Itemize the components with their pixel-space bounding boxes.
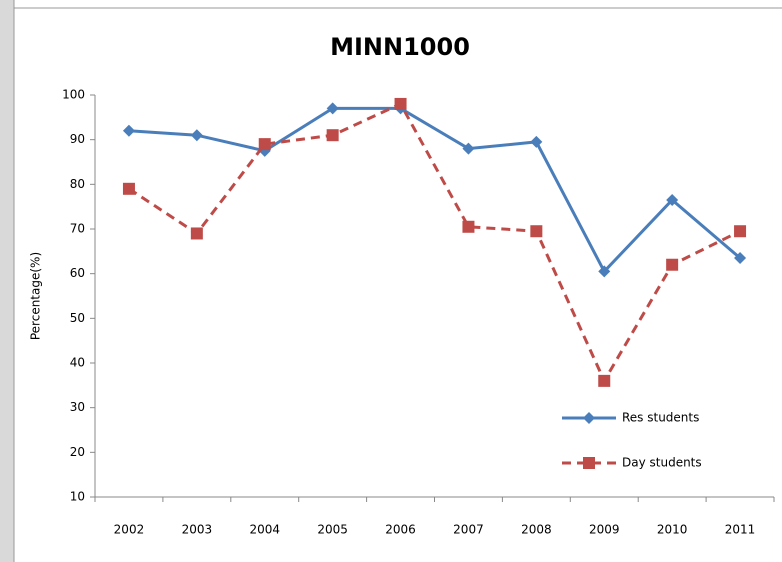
legend-marker	[583, 457, 595, 469]
y-tick-label: 90	[70, 132, 85, 146]
marker	[394, 97, 407, 110]
marker	[598, 374, 611, 387]
marker	[326, 102, 339, 115]
marker	[462, 142, 475, 155]
y-tick-label: 50	[70, 311, 85, 325]
x-tick-label: 2010	[657, 523, 688, 537]
marker	[734, 252, 747, 265]
y-tick-label: 40	[70, 356, 85, 370]
sheet-margin	[0, 0, 14, 562]
marker	[326, 129, 339, 142]
legend-label: Day students	[622, 456, 702, 470]
x-tick-label: 2009	[589, 523, 620, 537]
y-tick-label: 60	[70, 266, 85, 280]
marker	[258, 138, 271, 151]
y-tick-label: 70	[70, 222, 85, 236]
legend-marker	[583, 412, 595, 424]
y-tick-label: 30	[70, 400, 85, 414]
chart-title: MINN1000	[330, 33, 470, 61]
marker	[666, 258, 679, 271]
series-line	[128, 101, 741, 385]
y-tick-label: 10	[70, 490, 85, 504]
marker	[190, 227, 203, 240]
marker	[734, 225, 747, 238]
x-tick-label: 2011	[725, 523, 756, 537]
marker	[598, 265, 611, 278]
x-tick-label: 2003	[182, 523, 213, 537]
marker	[190, 129, 203, 142]
y-axis-label: Percentage(%)	[29, 252, 43, 340]
legend-label: Res students	[622, 411, 699, 425]
x-tick-label: 2007	[453, 523, 484, 537]
y-tick-label: 100	[62, 88, 85, 102]
marker	[530, 135, 543, 148]
marker	[530, 225, 543, 238]
marker	[462, 220, 475, 233]
marker	[122, 182, 135, 195]
marker	[666, 193, 679, 206]
series-line	[128, 106, 742, 274]
x-tick-label: 2005	[317, 523, 348, 537]
x-tick-label: 2002	[114, 523, 145, 537]
x-tick-label: 2008	[521, 523, 552, 537]
x-tick-label: 2004	[249, 523, 280, 537]
y-tick-label: 20	[70, 445, 85, 459]
marker	[122, 124, 135, 137]
y-tick-label: 80	[70, 177, 85, 191]
x-tick-label: 2006	[385, 523, 416, 537]
